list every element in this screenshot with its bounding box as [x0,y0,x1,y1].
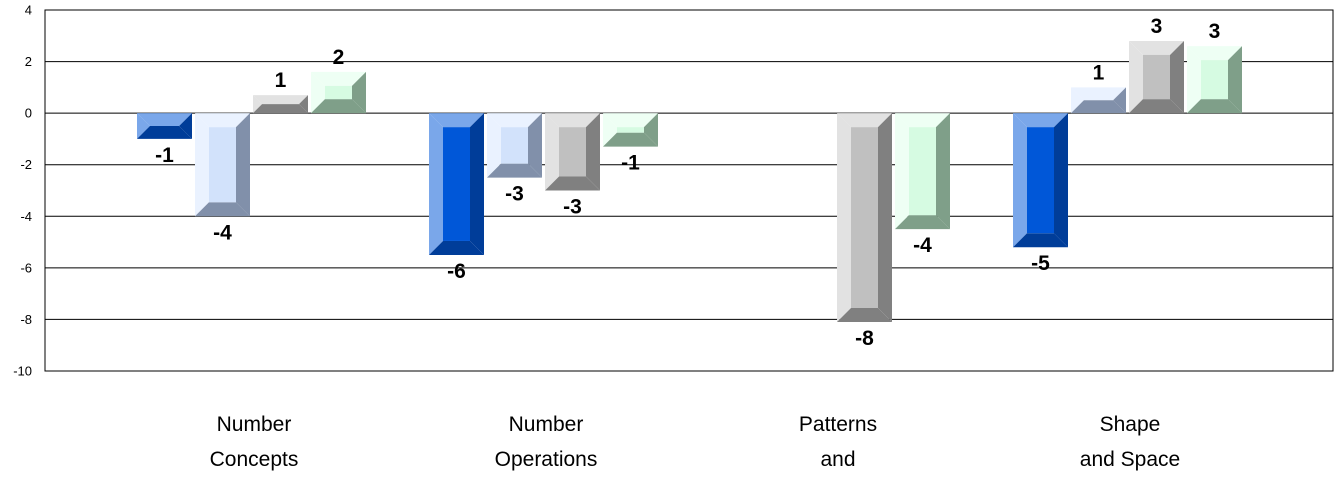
data-label: -1 [155,144,174,167]
category-label: Number Concepts [210,413,299,471]
data-label: 1 [1093,61,1105,84]
data-label: -8 [855,327,874,350]
y-tick-label: 0 [25,106,32,121]
y-tick-label: 4 [25,3,32,18]
bar [1013,113,1068,248]
y-tick-label: -8 [20,312,32,327]
bar [429,113,484,255]
category-label: Shape and Space [1080,413,1180,471]
data-label: -5 [1031,252,1050,275]
data-label: 3 [1151,15,1163,38]
data-label: -3 [505,183,524,206]
bar [195,113,250,217]
y-tick-label: -6 [20,260,32,275]
y-tick-label: -4 [20,209,32,224]
bar [603,113,658,147]
data-label: 3 [1209,20,1221,43]
data-label: -6 [447,260,466,283]
y-tick-label: 2 [25,54,32,69]
category-label: Number Operations [495,413,598,471]
bar [1071,87,1126,114]
bar [487,113,542,178]
bar [837,113,892,323]
data-label: 1 [275,69,287,92]
bar [253,95,308,114]
plot-frame [44,9,1334,372]
data-label: -4 [213,221,232,244]
bar [137,113,192,139]
data-label: 2 [333,46,345,69]
data-labels: -1 -6 -5 -4 -3 1 1 -3 -8 3 2 -1 -4 3 [155,15,1220,350]
bars [137,40,1242,323]
bar [1187,46,1242,114]
y-tick-label: -10 [13,364,32,379]
bar [545,113,600,191]
category-label: Patterns and [799,413,877,471]
y-axis-ticks: 4 2 0 -2 -4 -6 -8 -10 [13,3,32,379]
category-labels: Number Concepts Number Operations Patterns an… [210,413,1181,471]
bar [895,113,950,230]
y-tick-label: -2 [20,157,32,172]
data-label: -4 [913,234,932,257]
data-label: -3 [563,196,582,219]
bar [311,71,366,114]
bar [1129,40,1184,114]
data-label: -1 [621,152,640,175]
